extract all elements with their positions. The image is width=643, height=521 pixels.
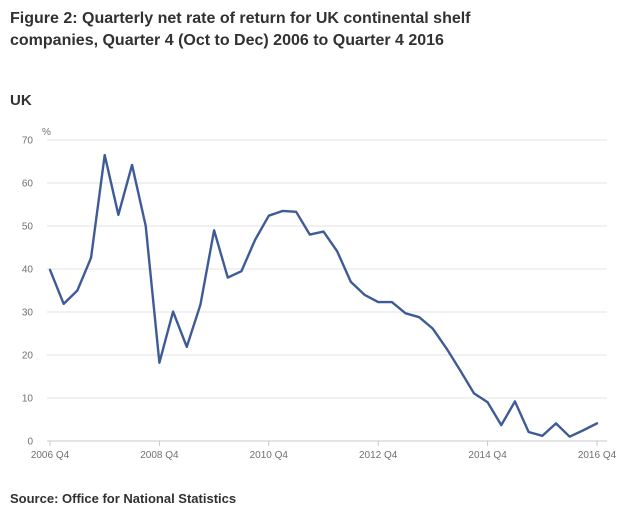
axes: 0 10 20 30 40 50 60 70 2006 Q4 2008 Q4 2010 Q4 2012… xyxy=(22,136,617,462)
x-tick-label: 2014 Q4 xyxy=(468,450,507,461)
grid-lines xyxy=(47,139,607,442)
x-tick-label: 2016 Q4 xyxy=(578,450,617,461)
chart-subtitle: UK xyxy=(10,92,32,109)
chart-title: Figure 2: Quarterly net rate of return f… xyxy=(10,10,471,49)
x-tick-label: 2010 Q4 xyxy=(250,450,289,461)
y-tick-label: 30 xyxy=(22,308,34,319)
y-tick-label: 20 xyxy=(22,351,34,362)
y-tick-label: 70 xyxy=(22,136,34,147)
y-tick-label: 0 xyxy=(27,437,33,448)
y-axis-unit-label: % xyxy=(42,127,51,138)
series-line xyxy=(48,153,599,438)
x-tick-label: 2006 Q4 xyxy=(31,450,70,461)
y-tick-label: 60 xyxy=(22,179,34,190)
source-note: Source: Office for National Statistics xyxy=(10,491,237,506)
y-tick-label: 40 xyxy=(22,265,34,276)
line-chart: 0 10 20 30 40 50 60 70 2006 Q4 2008 Q4 2010 Q4 2012… xyxy=(22,127,617,462)
y-tick-label: 50 xyxy=(22,222,34,233)
x-tick-label: 2008 Q4 xyxy=(140,450,179,461)
y-tick-label: 10 xyxy=(22,394,34,405)
x-tick-label: 2012 Q4 xyxy=(359,450,398,461)
